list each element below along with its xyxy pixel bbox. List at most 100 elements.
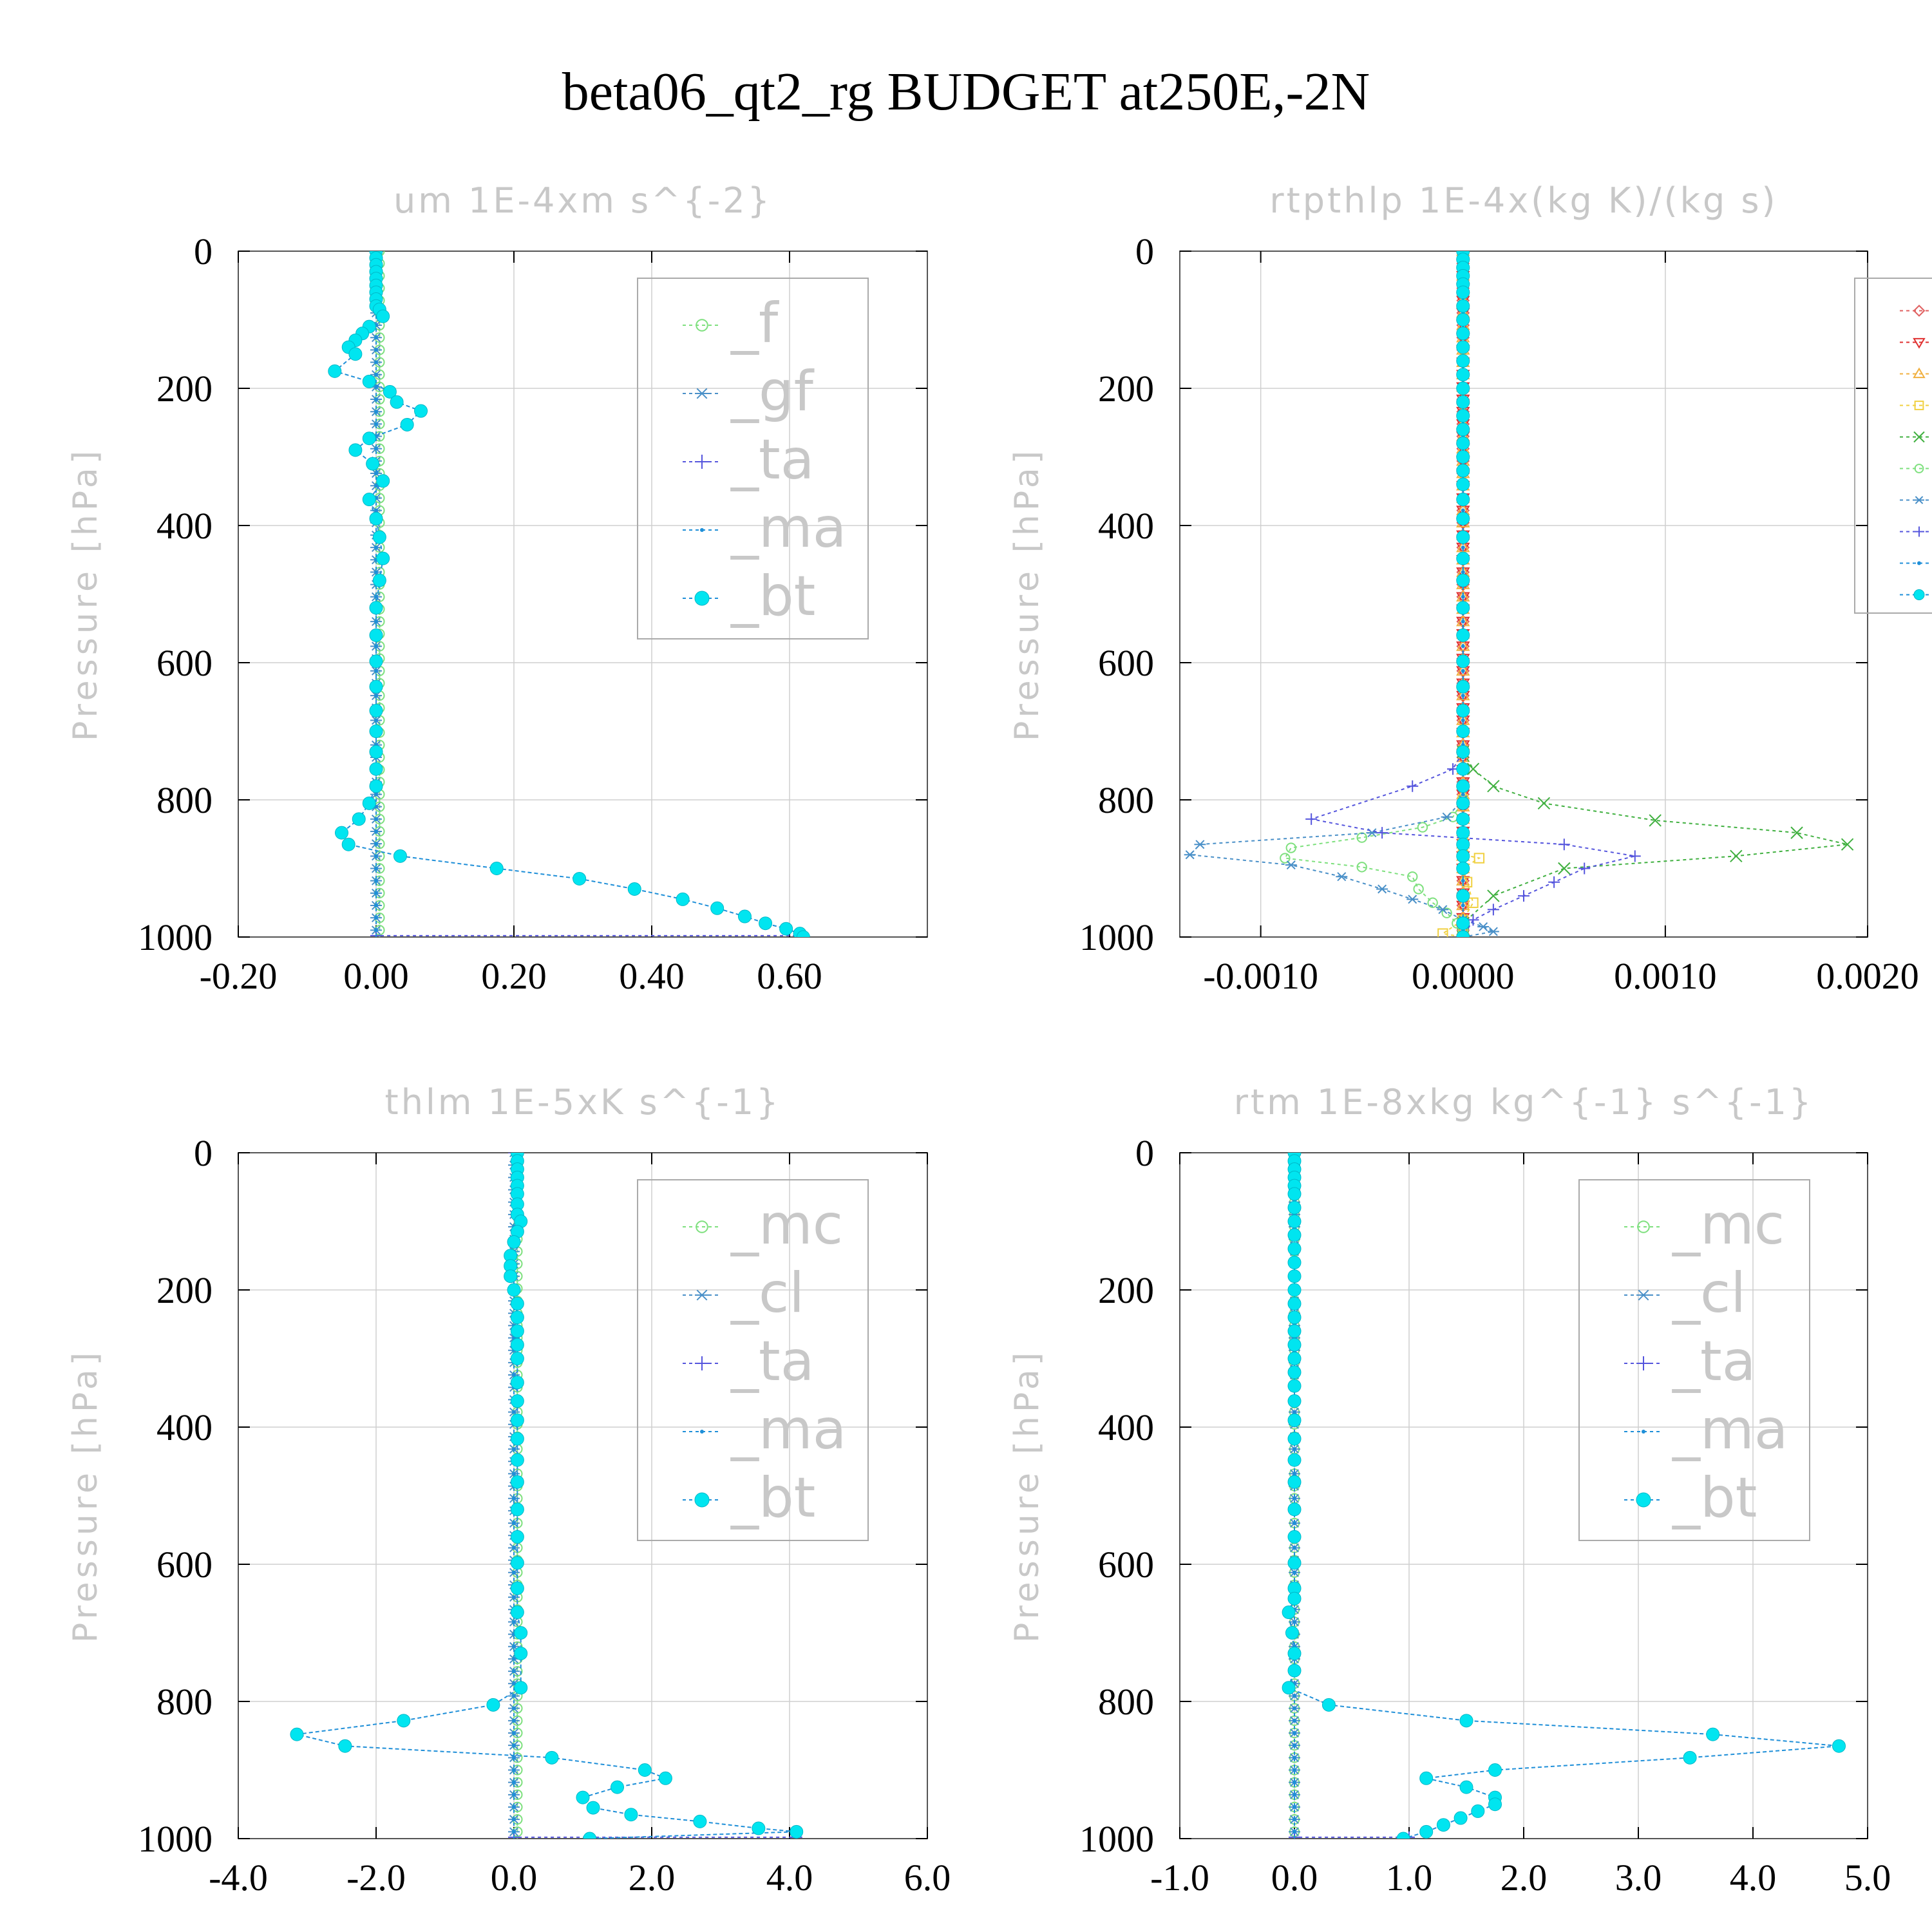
series-point_bt — [1456, 762, 1470, 776]
series-point_bt — [624, 1808, 638, 1822]
series-point_bt — [1456, 779, 1470, 793]
legend-label: _ma — [730, 1397, 846, 1462]
plot-frame — [238, 251, 928, 938]
series-point_ma — [1293, 1830, 1296, 1834]
series-point_bt — [1287, 1187, 1302, 1201]
series-point_ma — [374, 446, 378, 451]
y-axis-label: Pressure [hPa] — [66, 447, 105, 741]
plot-frame — [1179, 251, 1868, 938]
series-point_bt — [372, 573, 386, 587]
series-point_ma — [374, 829, 378, 833]
series-point_ma — [374, 545, 378, 550]
series-point_dp2 — [1468, 897, 1479, 908]
series-point_ma — [512, 1817, 516, 1822]
series-point_bt — [369, 511, 383, 526]
series-point_ma — [512, 1706, 516, 1710]
series-point_ma — [512, 1792, 516, 1797]
legend-label: _cl — [730, 1261, 804, 1325]
y-tick-label: 800 — [156, 779, 213, 821]
series-point_bt — [1456, 354, 1470, 368]
series-point_bt — [1456, 796, 1470, 810]
series-point_bt — [1456, 837, 1470, 851]
legend-marker — [1914, 401, 1924, 410]
series-point_bt — [1456, 381, 1470, 395]
series-point_bt — [759, 916, 773, 931]
series-point_ta — [1518, 890, 1530, 902]
x-tick-label: 0.40 — [619, 955, 685, 997]
series-point_bt — [658, 1771, 672, 1785]
x-tick-label: 6.0 — [904, 1857, 951, 1899]
series-point_bt — [400, 417, 414, 431]
legend-label: _ta — [730, 428, 814, 492]
series-point_bt — [1456, 464, 1470, 478]
series-point_bt — [369, 724, 383, 738]
series-point_dp1 — [1649, 814, 1662, 827]
series-point_ma — [512, 1373, 516, 1378]
series-point_bt — [383, 384, 397, 399]
series-point_bt — [583, 1832, 597, 1839]
series-point_ma — [512, 1730, 516, 1735]
series-point_tp1 — [1477, 922, 1490, 932]
series-point_bt — [341, 837, 355, 851]
x-tick-label: 0.0 — [1271, 1857, 1318, 1899]
series-point_bt — [1456, 530, 1470, 544]
series-point_tp1 — [1437, 905, 1449, 914]
series-point_ta — [1578, 862, 1591, 875]
series-point_bt — [1456, 889, 1470, 903]
legend-marker — [695, 388, 709, 399]
chart-panel-3: thlm 1E-5xK s^{-1} Pressure [hPa] -4.0 -2.0… — [66, 1082, 951, 1899]
x-tick-label: 0.00 — [343, 955, 409, 997]
y-tick-label: 800 — [156, 1681, 213, 1723]
legend-label: _ma — [730, 496, 846, 560]
series-point_bt — [1287, 1255, 1302, 1269]
series-point_bt — [390, 395, 404, 409]
series-point_ma — [512, 1620, 516, 1624]
series-point_bt — [710, 901, 724, 915]
legend-label: _mc — [1672, 1193, 1785, 1257]
series-point_ma — [512, 1410, 516, 1414]
legend-label: _cl — [1672, 1261, 1746, 1325]
series-point_ma — [374, 422, 378, 426]
series-point_bt — [504, 1269, 518, 1283]
chart-panel-1: um 1E-4xm s^{-2} Pressure [hPa] -0.20 0.00 0… — [66, 180, 928, 997]
series-point_bt — [752, 1821, 766, 1835]
series-point_ma — [1293, 1768, 1296, 1772]
series-point_bt — [737, 909, 752, 923]
series-point_bt — [369, 601, 383, 615]
legend-marker — [1913, 431, 1925, 443]
series-point_ma — [512, 1644, 516, 1649]
series-point_ma — [374, 866, 378, 871]
series-point_dp2 — [1473, 853, 1485, 864]
legend: _f_gf_ta_ma_bt — [637, 278, 869, 639]
series-point_bt — [372, 530, 386, 544]
series-point_ma — [1461, 594, 1465, 599]
series-point_bt — [362, 431, 376, 446]
legend-box — [637, 278, 869, 639]
series-point_tp2 — [1407, 871, 1418, 882]
series-point_bt — [790, 1824, 804, 1839]
series-point_dp1 — [1841, 838, 1854, 851]
series-point_ma — [1461, 878, 1465, 883]
chart-panel-2: rtpthlp 1E-4x(kg K)/(kg s) Pressure [hPa]… — [1008, 180, 1932, 997]
series-point_bt — [1456, 628, 1470, 642]
series-point_ma — [512, 1595, 516, 1600]
series-point_tp2 — [1413, 884, 1424, 895]
series-point_tp2 — [1441, 907, 1452, 918]
series-point_ta — [1548, 876, 1560, 888]
panel-title: thlm 1E-5xK s^{-1} — [385, 1082, 781, 1122]
series-point_bt — [1456, 327, 1470, 341]
series-point_bt — [1456, 422, 1470, 437]
series-point_ma — [374, 484, 378, 488]
series-point_ma — [512, 1570, 516, 1575]
series-point_bt — [510, 1605, 524, 1620]
legend-marker — [695, 1289, 709, 1301]
x-tick-label: -2.0 — [346, 1857, 406, 1899]
series-point_bt — [510, 1556, 524, 1570]
legend-label: _bt — [730, 1466, 815, 1530]
series-point_bt — [1456, 551, 1470, 565]
series-point_ma — [1461, 904, 1465, 908]
series-line_ta — [1309, 251, 1636, 937]
x-tick-label: 0.0010 — [1614, 955, 1717, 997]
series-point_bt — [1287, 1530, 1302, 1544]
series-point_ma — [374, 620, 378, 624]
